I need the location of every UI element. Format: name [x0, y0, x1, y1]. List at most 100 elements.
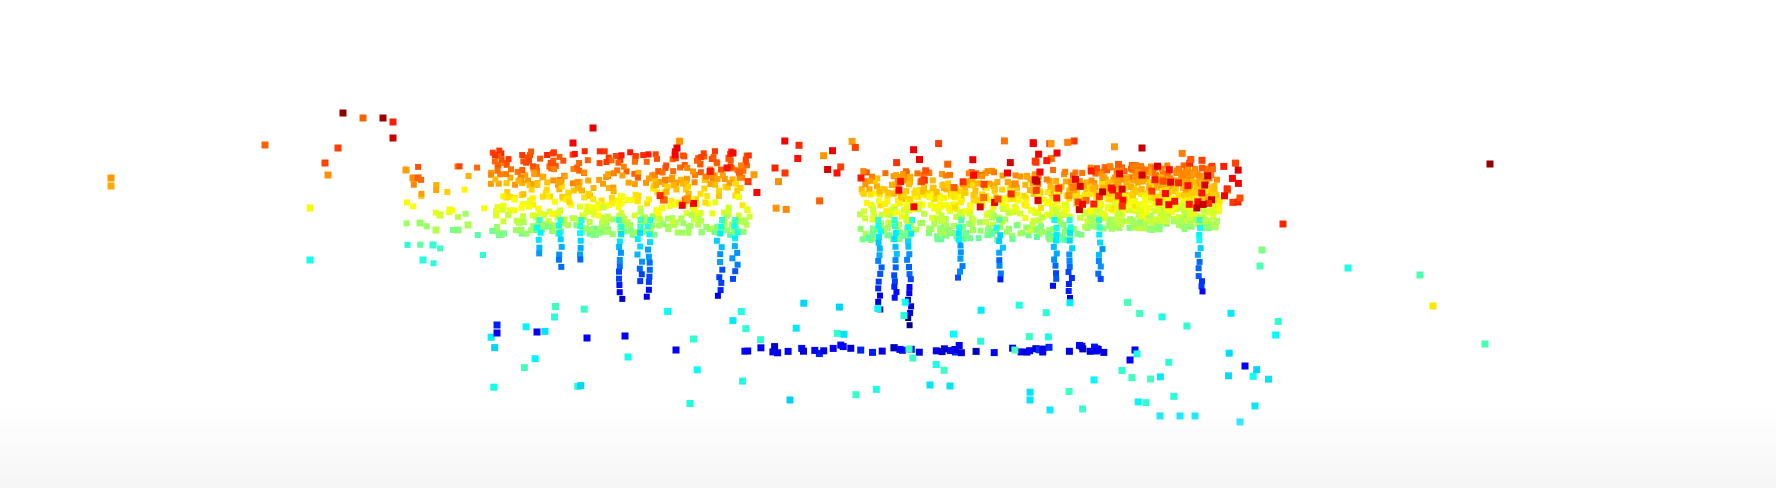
- cloud-point: [639, 258, 645, 265]
- cloud-point: [549, 210, 556, 217]
- cloud-point: [1136, 225, 1143, 232]
- cloud-point: [261, 141, 269, 149]
- cloud-point: [939, 182, 946, 189]
- cloud-point: [692, 172, 698, 178]
- cloud-point: [423, 223, 430, 230]
- cloud-point: [881, 186, 888, 193]
- cloud-point: [829, 147, 836, 155]
- cloud-point: [540, 173, 547, 180]
- cloud-point: [919, 219, 926, 226]
- cloud-point: [922, 167, 930, 175]
- cloud-point: [637, 278, 644, 285]
- cloud-point: [1066, 257, 1073, 264]
- cloud-point: [1182, 223, 1189, 230]
- cloud-point: [1053, 231, 1060, 238]
- cloud-point: [710, 177, 717, 184]
- cloud-point: [677, 164, 684, 171]
- cloud-point: [904, 256, 911, 263]
- cloud-point: [859, 236, 866, 243]
- cloud-point: [1201, 181, 1209, 189]
- cloud-point: [556, 251, 563, 258]
- cloud-point: [737, 218, 744, 225]
- cloud-point: [107, 174, 115, 182]
- cloud-point: [1198, 189, 1206, 197]
- cloud-point: [499, 206, 506, 213]
- cloud-point: [944, 160, 952, 168]
- cloud-point: [1166, 194, 1173, 201]
- cloud-point: [570, 166, 577, 172]
- cloud-point: [717, 259, 723, 265]
- cloud-point: [1188, 210, 1195, 217]
- cloud-point: [415, 163, 422, 170]
- cloud-point: [1187, 173, 1194, 180]
- cloud-point: [653, 207, 660, 214]
- cloud-point: [679, 229, 686, 236]
- cloud-point: [571, 151, 578, 157]
- cloud-point: [574, 179, 581, 186]
- cloud-point: [1014, 191, 1021, 198]
- cloud-point: [992, 186, 998, 193]
- cloud-point: [1232, 159, 1239, 167]
- cloud-point: [701, 153, 708, 160]
- cloud-point: [892, 223, 899, 230]
- cloud-point: [698, 154, 705, 161]
- cloud-point: [1429, 302, 1437, 310]
- cloud-point: [530, 212, 536, 219]
- cloud-point: [1006, 159, 1014, 167]
- cloud-point: [1186, 159, 1194, 167]
- cloud-point: [688, 212, 695, 219]
- cloud-point: [957, 255, 964, 262]
- cloud-point: [897, 177, 905, 185]
- cloud-point: [876, 252, 883, 259]
- cloud-point: [920, 172, 927, 179]
- cloud-point: [619, 214, 626, 221]
- cloud-point: [897, 192, 904, 199]
- cloud-point: [488, 171, 495, 178]
- cloud-point: [997, 276, 1004, 283]
- cloud-point: [899, 196, 906, 202]
- cloud-point: [1053, 194, 1061, 202]
- cloud-point: [556, 256, 562, 263]
- cloud-point: [557, 217, 564, 223]
- cloud-point: [969, 176, 976, 183]
- cloud-point: [1225, 349, 1233, 357]
- cloud-point: [1038, 214, 1045, 221]
- cloud-point: [706, 226, 713, 232]
- cloud-point: [577, 223, 584, 229]
- cloud-point: [604, 213, 611, 220]
- cloud-point: [1068, 178, 1075, 185]
- cloud-point: [1005, 209, 1012, 216]
- cloud-point: [620, 163, 627, 170]
- cloud-point: [718, 223, 725, 230]
- cloud-point: [491, 152, 498, 159]
- cloud-point: [643, 293, 650, 300]
- cloud-point: [547, 160, 554, 166]
- cloud-point: [663, 188, 670, 195]
- cloud-point: [833, 169, 841, 177]
- cloud-point: [1065, 281, 1072, 287]
- cloud-point: [643, 158, 650, 165]
- cloud-point: [1011, 180, 1019, 188]
- cloud-point: [990, 221, 997, 228]
- cloud-point: [693, 366, 701, 374]
- cloud-point: [1249, 372, 1257, 380]
- cloud-point: [1193, 204, 1201, 212]
- cloud-point: [503, 180, 510, 187]
- cloud-point: [923, 192, 930, 199]
- cloud-point: [1066, 187, 1073, 194]
- cloud-point: [977, 227, 984, 234]
- cloud-point: [535, 205, 542, 212]
- cloud-point: [1124, 298, 1132, 306]
- cloud-point: [1014, 184, 1020, 191]
- cloud-point: [465, 173, 472, 179]
- cloud-point: [446, 209, 453, 216]
- cloud-point: [915, 203, 922, 209]
- cloud-point: [495, 206, 502, 213]
- cloud-point: [1015, 301, 1023, 309]
- cloud-point: [1076, 182, 1084, 190]
- cloud-point: [727, 163, 734, 170]
- cloud-point: [900, 171, 907, 177]
- cloud-point: [1200, 207, 1207, 214]
- cloud-point: [1197, 185, 1204, 192]
